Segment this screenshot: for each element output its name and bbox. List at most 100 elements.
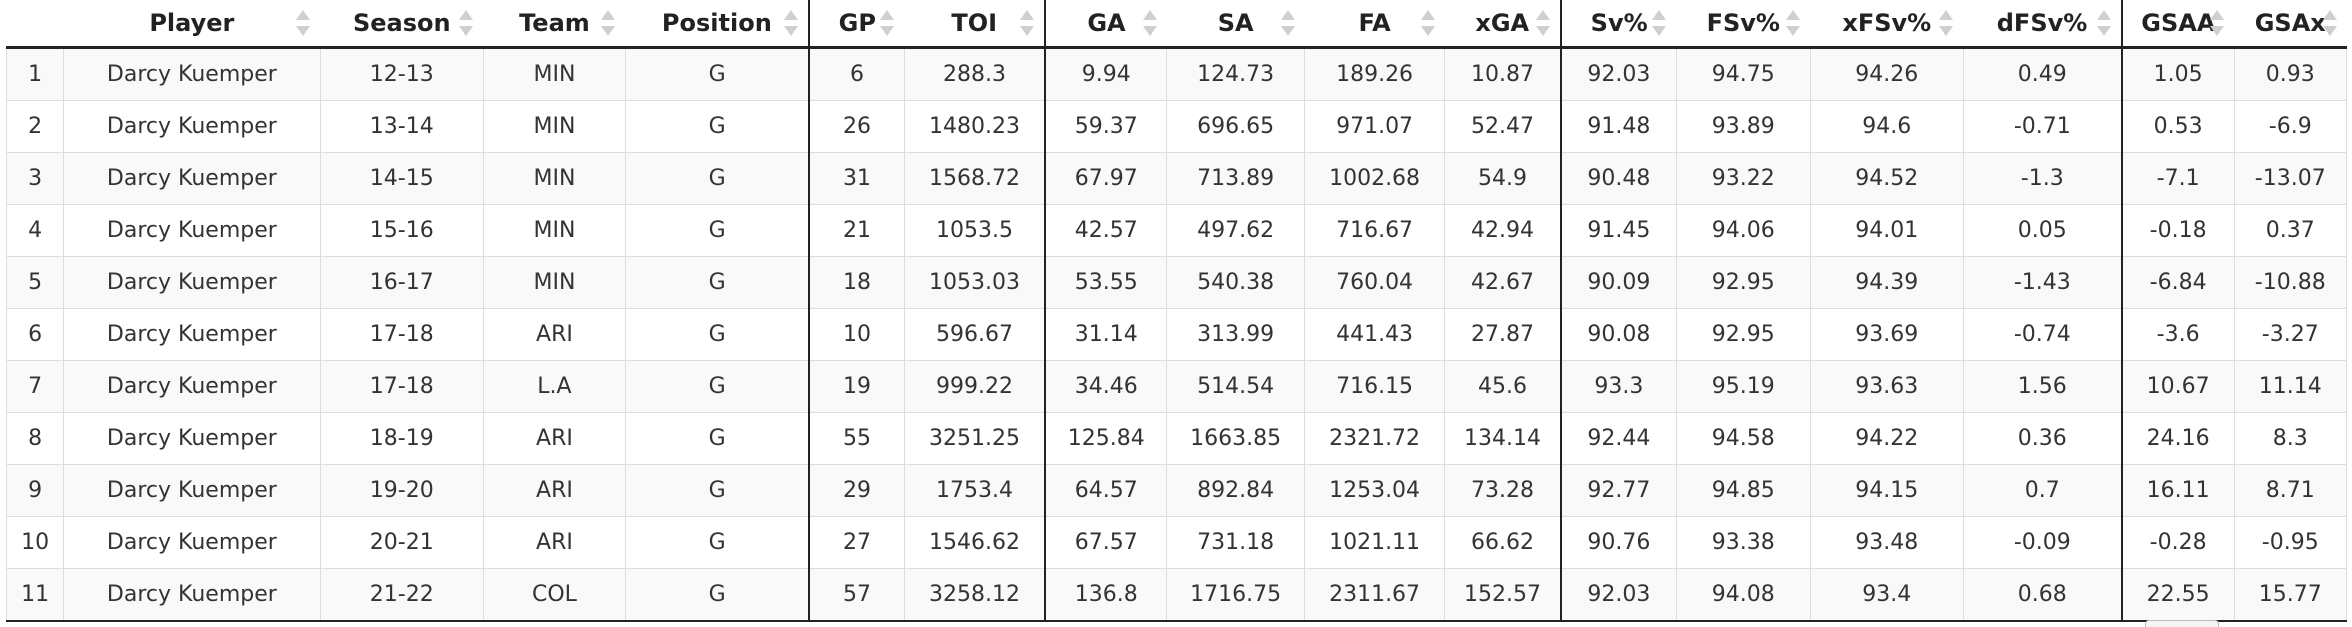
column-header-sa[interactable]: SA	[1166, 0, 1305, 49]
cell-sa: 497.62	[1166, 204, 1306, 257]
sort-arrows-icon[interactable]	[296, 8, 311, 38]
sort-descending-icon	[1652, 26, 1667, 36]
table-row[interactable]: 3 Darcy Kuemper 14-15 MIN G 31 1568.72 67.97 713…	[5, 152, 2348, 205]
cell-xfsv: 94.52	[1809, 152, 1964, 205]
sort-arrows-icon[interactable]	[1786, 8, 1801, 38]
cell-position: G	[624, 256, 810, 309]
cell-idx: 4	[5, 204, 65, 257]
cell-position: G	[624, 204, 810, 257]
cell-gsaa: 1.05	[2120, 47, 2235, 101]
table-row[interactable]: 11 Darcy Kuemper 21-22 COL G 57 3258.12 136.8 17…	[5, 568, 2348, 622]
cell-ga: 42.57	[1044, 204, 1168, 257]
column-header-xfsv[interactable]: xFSv%	[1810, 0, 1964, 49]
sort-arrows-icon[interactable]	[1142, 8, 1157, 38]
table-row[interactable]: 6 Darcy Kuemper 17-18 ARI G 10 596.67 31.14 313.…	[5, 308, 2348, 361]
scroll-handle[interactable]	[2145, 620, 2219, 627]
cell-gsaa: 24.16	[2120, 412, 2235, 465]
cell-toi: 1053.5	[903, 204, 1046, 257]
column-header-idx	[6, 0, 64, 49]
cell-gp: 19	[808, 360, 905, 413]
table-row[interactable]: 7 Darcy Kuemper 17-18 L.A G 19 999.22 34.46 514.…	[5, 360, 2348, 413]
column-header-dfsv[interactable]: dFSv%	[1963, 0, 2122, 49]
cell-gsaa: 10.67	[2120, 360, 2235, 413]
column-header-season[interactable]: Season	[320, 0, 484, 49]
cell-sa: 731.18	[1166, 516, 1306, 569]
sort-arrows-icon[interactable]	[1280, 8, 1295, 38]
cell-gsaa: -7.1	[2120, 152, 2235, 205]
cell-dfsv: 0.36	[1962, 412, 2123, 465]
cell-fa: 716.15	[1304, 360, 1446, 413]
cell-toi: 1568.72	[903, 152, 1046, 205]
sort-ascending-icon	[2210, 10, 2225, 20]
cell-sv: 90.76	[1559, 516, 1677, 569]
cell-xga: 134.14	[1444, 412, 1562, 465]
column-header-label: FSv%	[1706, 9, 1780, 37]
sort-descending-icon	[1280, 26, 1295, 36]
cell-gsaa: -0.28	[2120, 516, 2235, 569]
cell-idx: 3	[5, 152, 65, 205]
cell-ga: 67.57	[1044, 516, 1168, 569]
column-header-gsax[interactable]: GSAx	[2234, 0, 2347, 49]
sort-arrows-icon[interactable]	[1020, 8, 1035, 38]
cell-toi: 1753.4	[903, 464, 1046, 517]
cell-xga: 42.67	[1444, 256, 1562, 309]
column-header-team[interactable]: Team	[483, 0, 626, 49]
table-row[interactable]: 1 Darcy Kuemper 12-13 MIN G 6 288.3 9.94 124.73 1…	[5, 47, 2348, 101]
cell-gsaa: -3.6	[2120, 308, 2235, 361]
cell-idx: 2	[5, 100, 65, 153]
sort-arrows-icon[interactable]	[1535, 8, 1550, 38]
cell-gsaa: -0.18	[2120, 204, 2235, 257]
cell-ga: 34.46	[1044, 360, 1168, 413]
column-header-xga[interactable]: xGA	[1444, 0, 1561, 49]
column-header-position[interactable]: Position	[625, 0, 810, 49]
cell-gsax: -3.27	[2233, 308, 2348, 361]
cell-team: ARI	[482, 412, 626, 465]
column-header-sv[interactable]: Sv%	[1559, 0, 1677, 49]
sort-ascending-icon	[1420, 10, 1435, 20]
table-row[interactable]: 4 Darcy Kuemper 15-16 MIN G 21 1053.5 42.57 497.…	[5, 204, 2348, 257]
cell-sa: 1663.85	[1166, 412, 1306, 465]
cell-gp: 31	[808, 152, 905, 205]
cell-season: 12-13	[319, 47, 484, 101]
column-header-gp[interactable]: GP	[808, 0, 905, 49]
sort-arrows-icon[interactable]	[880, 8, 895, 38]
cell-xfsv: 93.4	[1809, 568, 1964, 622]
column-header-ga[interactable]: GA	[1044, 0, 1167, 49]
table-row[interactable]: 9 Darcy Kuemper 19-20 ARI G 29 1753.4 64.57 892.…	[5, 464, 2348, 517]
cell-dfsv: 1.56	[1962, 360, 2123, 413]
cell-idx: 6	[5, 308, 65, 361]
table-row[interactable]: 2 Darcy Kuemper 13-14 MIN G 26 1480.23 59.37 696…	[5, 100, 2348, 153]
cell-xfsv: 94.01	[1809, 204, 1964, 257]
sort-arrows-icon[interactable]	[2322, 8, 2337, 38]
column-header-fa[interactable]: FA	[1304, 0, 1445, 49]
column-header-gsaa[interactable]: GSAA	[2120, 0, 2235, 49]
sort-arrows-icon[interactable]	[1420, 8, 1435, 38]
sort-arrows-icon[interactable]	[459, 8, 474, 38]
column-header-fsv[interactable]: FSv%	[1676, 0, 1811, 49]
table-row[interactable]: 10 Darcy Kuemper 20-21 ARI G 27 1546.62 67.57 73…	[5, 516, 2348, 569]
cell-team: MIN	[482, 47, 626, 101]
sort-arrows-icon[interactable]	[2210, 8, 2225, 38]
cell-fsv: 95.19	[1675, 360, 1811, 413]
column-header-label: GSAA	[2141, 9, 2216, 37]
cell-player: Darcy Kuemper	[63, 256, 321, 309]
cell-gsax: 11.14	[2233, 360, 2348, 413]
cell-player: Darcy Kuemper	[63, 412, 321, 465]
sort-arrows-icon[interactable]	[2096, 8, 2111, 38]
column-header-toi[interactable]: TOI	[904, 0, 1046, 49]
cell-gsaa: 0.53	[2120, 100, 2235, 153]
sort-arrows-icon[interactable]	[784, 8, 799, 38]
cell-sv: 92.77	[1559, 464, 1677, 517]
cell-season: 15-16	[319, 204, 484, 257]
cell-fsv: 92.95	[1675, 308, 1811, 361]
sort-arrows-icon[interactable]	[601, 8, 616, 38]
table-row[interactable]: 5 Darcy Kuemper 16-17 MIN G 18 1053.03 53.55 540…	[5, 256, 2348, 309]
cell-xga: 45.6	[1444, 360, 1562, 413]
cell-ga: 67.97	[1044, 152, 1168, 205]
column-header-player[interactable]: Player	[63, 0, 321, 49]
sort-arrows-icon[interactable]	[1939, 8, 1954, 38]
table-row[interactable]: 8 Darcy Kuemper 18-19 ARI G 55 3251.25 125.84 16…	[5, 412, 2348, 465]
cell-dfsv: 0.05	[1962, 204, 2123, 257]
cell-gsaa: 22.55	[2120, 568, 2235, 622]
sort-arrows-icon[interactable]	[1652, 8, 1667, 38]
